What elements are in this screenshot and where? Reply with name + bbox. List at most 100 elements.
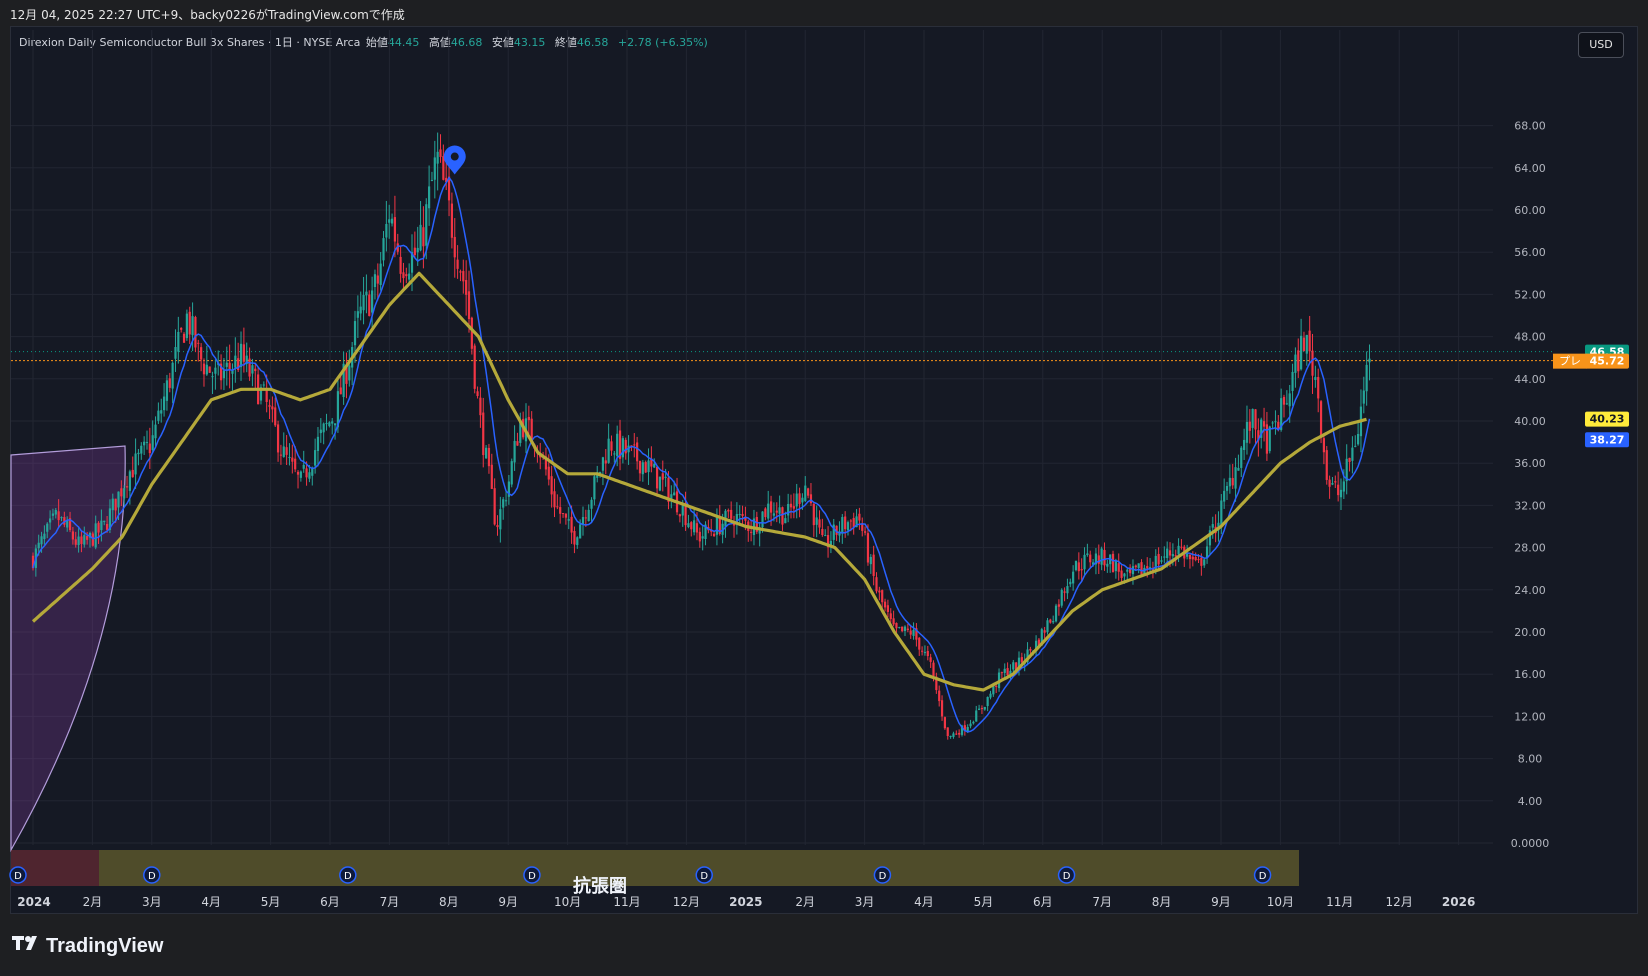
candle-up <box>154 424 157 439</box>
candle-up <box>336 391 340 428</box>
candle-up <box>992 684 995 695</box>
candle-up <box>1208 530 1212 546</box>
price-tag-pre <box>1585 353 1629 369</box>
candle-down <box>265 388 268 402</box>
candle-down <box>194 316 197 348</box>
candle-up <box>846 522 850 531</box>
candle-down <box>237 358 240 371</box>
candle-down <box>618 430 622 459</box>
candle-down <box>889 613 892 620</box>
candle-down <box>453 236 456 258</box>
candle-up <box>1072 571 1075 584</box>
candle-up <box>923 652 927 654</box>
candle-up <box>664 476 667 478</box>
y-tick-label: 44.00 <box>1514 373 1546 386</box>
candle-up <box>960 725 964 735</box>
candle-down <box>467 291 471 320</box>
y-tick-label: 68.00 <box>1514 120 1546 133</box>
y-tick-label: 60.00 <box>1514 204 1546 217</box>
candle-down <box>861 523 864 531</box>
candle-down <box>1311 350 1314 376</box>
y-tick-label: 24.00 <box>1514 584 1546 597</box>
candle-down <box>852 517 855 527</box>
candle-up <box>379 263 382 285</box>
candle-down <box>1043 630 1046 633</box>
candle-down <box>789 503 793 508</box>
candle-down <box>516 441 519 446</box>
candle-up <box>1357 433 1360 445</box>
candle-down <box>958 732 961 735</box>
candle-down <box>1057 604 1060 607</box>
candle-down <box>396 243 399 252</box>
candle-up <box>373 274 377 287</box>
candles <box>31 132 1371 740</box>
candle-up <box>507 481 510 497</box>
candle-down <box>496 525 499 528</box>
x-tick-label: 11月 <box>613 895 640 909</box>
candle-down <box>63 517 66 525</box>
candle-up <box>308 472 311 479</box>
candle-up <box>365 291 368 296</box>
candle-up <box>234 355 237 368</box>
candle-up <box>425 204 428 246</box>
candle-down <box>864 531 867 533</box>
candle-up <box>1234 467 1237 489</box>
high-label: 高値 <box>428 36 451 49</box>
y-tick-label: 20.00 <box>1514 626 1546 639</box>
candle-up <box>311 468 314 476</box>
candle-down <box>200 347 203 360</box>
candle-down <box>1328 479 1331 487</box>
candle-down <box>553 491 556 508</box>
candle-down <box>866 533 870 563</box>
candle-up <box>165 380 169 401</box>
price-tag-value-fast: 38.27 <box>1590 433 1625 446</box>
price-tag-value-pre: 45.72 <box>1590 355 1625 368</box>
dividend-label: D <box>344 871 352 882</box>
candle-up <box>83 535 86 545</box>
candle-up <box>1060 589 1063 606</box>
y-tick-label: 64.00 <box>1514 162 1546 175</box>
candle-up <box>51 513 55 516</box>
candle-down <box>254 368 257 372</box>
candle-down <box>197 342 200 344</box>
candle-down <box>764 508 767 518</box>
candle-up <box>1314 377 1317 381</box>
candle-down <box>1006 668 1009 676</box>
dividend-label: D <box>700 871 708 882</box>
x-tick-label: 4月 <box>914 895 934 909</box>
candle-up <box>653 463 656 468</box>
currency-button[interactable]: USD <box>1578 32 1624 58</box>
candle-up <box>579 524 582 539</box>
x-tick-label: 5月 <box>974 895 994 909</box>
chart-frame[interactable]: Direxion Daily Semiconductor Bull 3x Sha… <box>10 26 1638 914</box>
candle-down <box>1231 478 1234 486</box>
y-tick-label: 0.0000 <box>1511 837 1550 850</box>
candle-down <box>114 498 117 511</box>
candle-up <box>1009 670 1012 675</box>
candle-down <box>479 397 482 416</box>
candle-down <box>86 535 89 540</box>
candle-up <box>137 452 140 455</box>
candle-down <box>875 577 878 592</box>
candle-down <box>915 628 918 640</box>
candle-down <box>1334 481 1337 483</box>
candle-up <box>989 693 992 698</box>
dividend-marker: D <box>523 866 541 884</box>
candle-down <box>91 533 94 546</box>
candle-up <box>371 290 374 313</box>
candle-down <box>1140 562 1143 575</box>
candle-up <box>510 461 513 485</box>
candle-down <box>573 530 576 545</box>
candle-up <box>1026 649 1029 663</box>
y-tick-label: 16.00 <box>1514 668 1546 681</box>
candle-up <box>410 251 414 273</box>
candle-up <box>673 492 676 496</box>
candle-down <box>1325 450 1328 480</box>
candle-up <box>975 710 978 722</box>
candle-down <box>447 176 451 201</box>
open-value: 44.45 <box>387 36 420 49</box>
candle-down <box>750 531 753 533</box>
candle-down <box>807 488 810 496</box>
candle-up <box>288 457 291 459</box>
